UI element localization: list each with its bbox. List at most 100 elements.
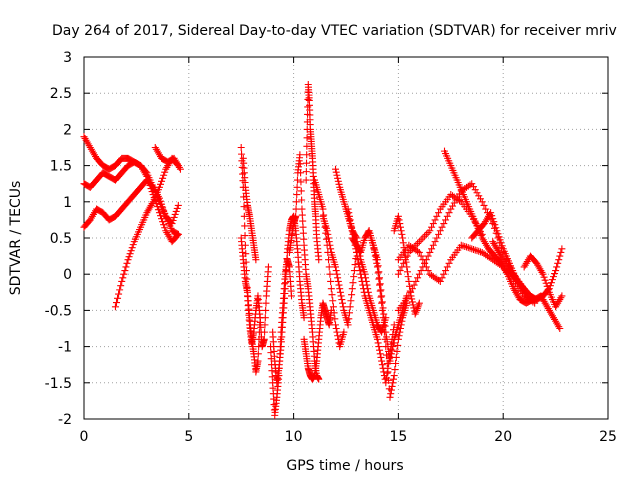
data-point [548, 276, 556, 284]
series-sat-z [489, 238, 566, 304]
data-point [558, 292, 566, 300]
data-point [359, 285, 367, 293]
data-point [380, 328, 388, 336]
data-point [297, 187, 305, 195]
data-point [429, 241, 437, 249]
data-point [300, 314, 308, 322]
data-point [398, 263, 406, 271]
data-point [125, 253, 133, 261]
data-point [239, 170, 247, 178]
data-point [333, 171, 341, 179]
series-sat-n [311, 176, 348, 351]
data-point [380, 310, 388, 318]
data-point [158, 177, 166, 185]
data-point [160, 171, 168, 179]
data-point [421, 259, 429, 267]
data-point [456, 197, 464, 205]
x-tick-label: 0 [80, 429, 89, 445]
data-point [324, 230, 332, 238]
data-point [396, 328, 404, 336]
data-point [436, 277, 444, 285]
data-point [127, 247, 135, 255]
x-axis-ticks: 0 5 10 15 20 25 [80, 57, 617, 445]
data-point [115, 290, 123, 298]
data-point [119, 274, 127, 282]
data-point [389, 343, 397, 351]
data-point [415, 299, 423, 307]
data-point [256, 314, 264, 322]
series-sat-e [151, 144, 184, 173]
data-point [370, 245, 378, 253]
series-sat-o [319, 212, 360, 329]
data-point [447, 205, 455, 213]
data-point [383, 359, 391, 367]
data-point [120, 270, 128, 278]
data-point [408, 285, 416, 293]
data-point [428, 245, 436, 253]
data-point [129, 241, 137, 249]
data-point [255, 328, 263, 336]
data-point [359, 281, 367, 289]
data-point [445, 209, 453, 217]
data-point [431, 238, 439, 246]
data-point [292, 212, 300, 220]
data-point [464, 244, 472, 252]
data-point [344, 321, 352, 329]
data-point [348, 291, 356, 299]
data-point [390, 339, 398, 347]
data-point [334, 177, 342, 185]
data-point [414, 247, 422, 255]
data-point [170, 213, 178, 221]
data-point [380, 321, 388, 329]
data-point [345, 309, 353, 317]
data-point [345, 209, 353, 217]
data-point [449, 202, 457, 210]
data-point [478, 198, 486, 206]
y-tick-label: 3 [63, 50, 72, 66]
data-point [371, 248, 379, 256]
data-point [292, 205, 300, 213]
data-point [454, 193, 462, 201]
data-point [377, 327, 385, 335]
data-point [394, 335, 402, 343]
data-point [123, 259, 131, 267]
data-point [282, 273, 290, 281]
data-point [299, 223, 307, 231]
data-point [457, 241, 465, 249]
data-point [375, 275, 383, 283]
data-point [157, 180, 165, 188]
data-point [443, 212, 451, 220]
data-point [544, 285, 552, 293]
data-point [461, 242, 469, 250]
data-point [254, 357, 262, 365]
data-point [551, 270, 559, 278]
y-axis-ticks: -2 -1.5 -1 -0.5 0 0.5 1 1.5 2 2.5 3 [45, 50, 608, 428]
data-point [426, 227, 434, 235]
data-point [424, 252, 432, 260]
data-point [405, 292, 413, 300]
data-point [490, 218, 498, 226]
data-point [122, 263, 130, 271]
data-point [393, 347, 401, 355]
data-point [471, 186, 479, 194]
data-point [442, 216, 450, 224]
data-point [157, 212, 165, 220]
data-point [396, 325, 404, 332]
data-point [539, 270, 547, 278]
y-tick-label: -0.5 [45, 303, 72, 319]
data-point [334, 332, 342, 340]
data-point [466, 244, 474, 252]
data-point [111, 303, 119, 311]
data-point [382, 343, 390, 351]
data-point [325, 263, 333, 271]
data-point [401, 256, 409, 264]
data-point [356, 247, 364, 255]
data-point [323, 227, 331, 235]
data-point [375, 268, 383, 276]
data-point [540, 273, 548, 281]
data-point [161, 224, 169, 232]
data-point [390, 372, 398, 380]
data-point [395, 332, 403, 340]
data-point [475, 247, 483, 255]
series-sat-i [267, 256, 296, 419]
